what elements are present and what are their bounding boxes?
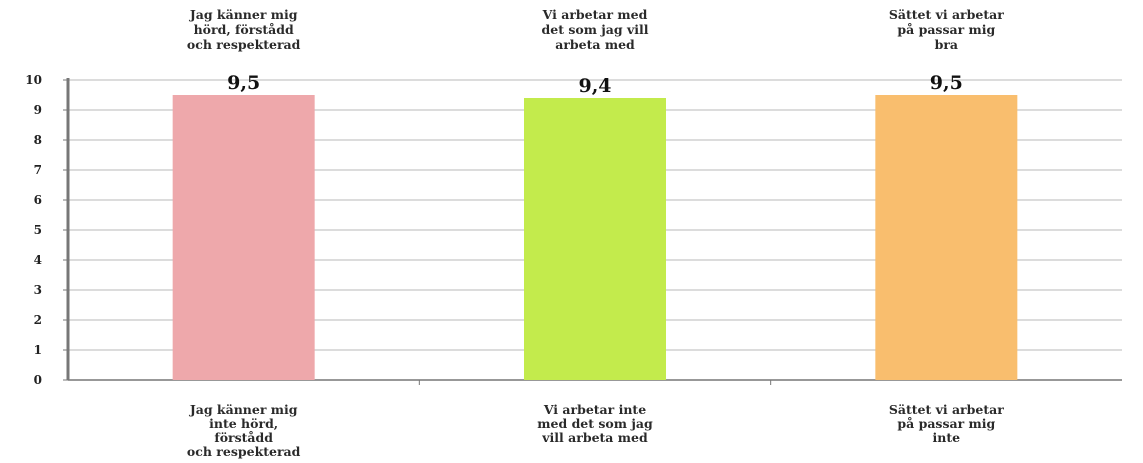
top-category-label: bra	[935, 37, 958, 52]
top-category-label: Sättet vi arbetar	[889, 7, 1004, 22]
bar	[172, 95, 315, 380]
top-category-label: på passar mig	[897, 22, 995, 37]
top-category-label: och respekterad	[187, 37, 301, 52]
bottom-category-label: Sättet vi arbetar	[889, 402, 1004, 417]
bottom-category-label: inte hörd,	[209, 416, 278, 431]
y-tick-label: 10	[25, 73, 42, 87]
y-tick-label: 7	[34, 163, 42, 177]
bottom-category-label: Vi arbetar inte	[543, 402, 646, 417]
top-category-label: Vi arbetar med	[542, 7, 648, 22]
bottom-category-label: och respekterad	[187, 444, 301, 459]
top-category-label: hörd, förstådd	[194, 22, 294, 37]
top-category-label: arbeta med	[555, 37, 635, 52]
bottom-category-label: inte	[933, 430, 961, 445]
y-tick-label: 8	[34, 133, 42, 147]
y-tick-label: 4	[34, 253, 42, 267]
data-label: 9,5	[227, 72, 260, 94]
bottom-category-label: Jag känner mig	[189, 402, 298, 417]
top-category-label: Jag känner mig	[189, 7, 298, 22]
data-label: 9,4	[578, 75, 611, 97]
y-tick-label: 6	[34, 193, 42, 207]
bottom-category-label: förstådd	[214, 430, 273, 445]
bar	[875, 95, 1018, 380]
top-category-label: det som jag vill	[542, 22, 649, 37]
bottom-category-label: med det som jag	[537, 416, 653, 431]
bottom-category-label: vill arbeta med	[541, 430, 648, 445]
y-tick-label: 2	[34, 313, 42, 327]
bottom-category-label: på passar mig	[897, 416, 995, 431]
y-tick-label: 1	[34, 343, 42, 357]
data-label: 9,5	[930, 72, 963, 94]
y-tick-label: 9	[34, 103, 42, 117]
y-tick-label: 3	[34, 283, 42, 297]
bar	[524, 98, 666, 380]
y-tick-label: 5	[34, 223, 42, 237]
y-tick-label: 0	[34, 373, 42, 387]
